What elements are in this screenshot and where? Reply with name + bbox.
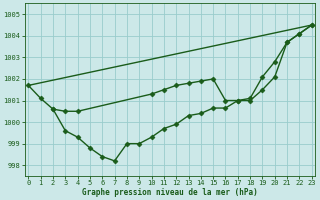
X-axis label: Graphe pression niveau de la mer (hPa): Graphe pression niveau de la mer (hPa) (82, 188, 258, 197)
